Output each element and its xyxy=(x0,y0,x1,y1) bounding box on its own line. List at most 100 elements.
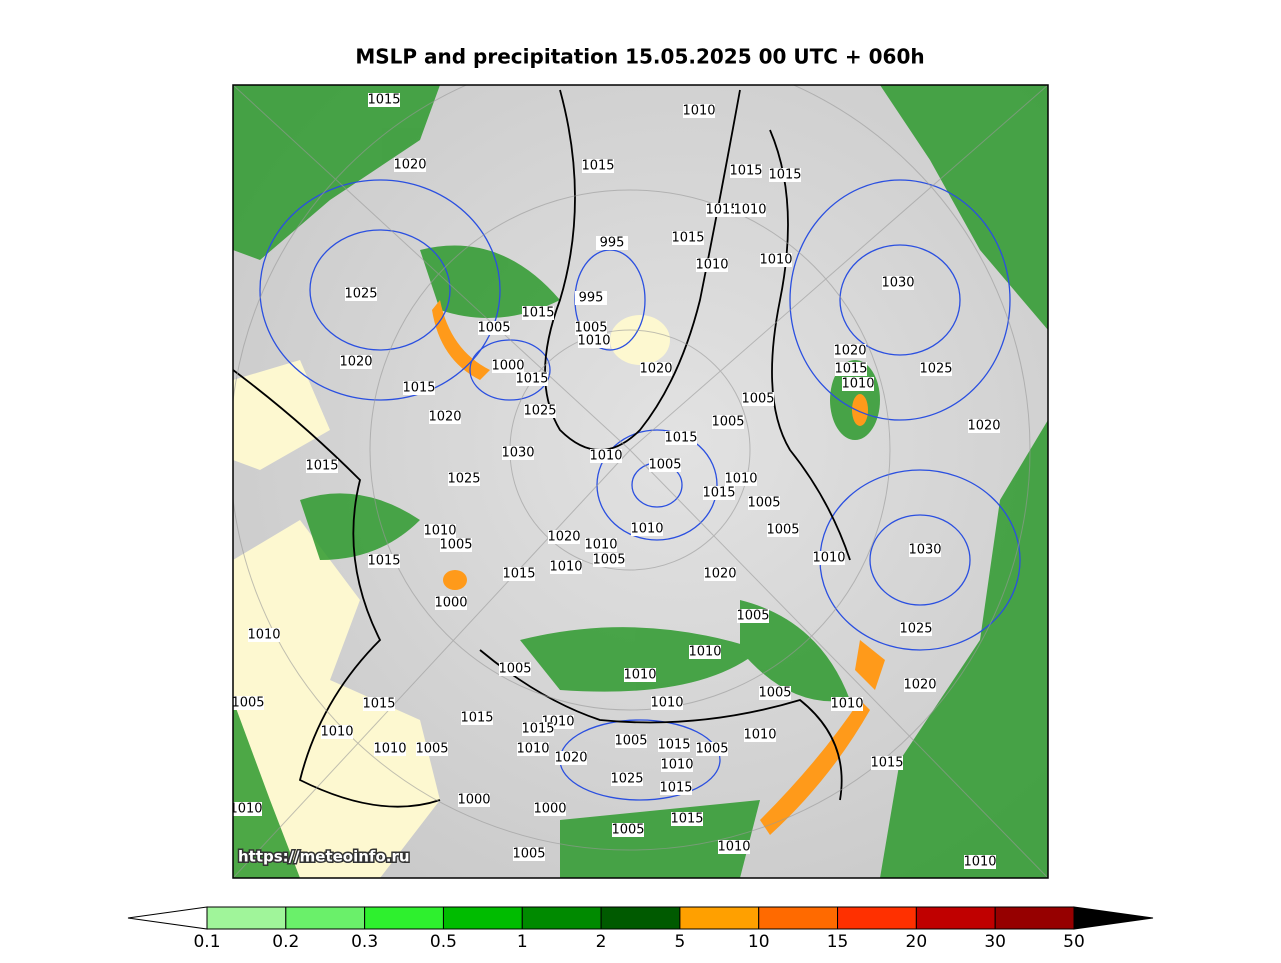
isobar-label: 1025 xyxy=(447,472,480,487)
isobar-label: 1005 xyxy=(498,662,531,677)
isobar-label: 1010 xyxy=(841,377,874,392)
colorbar-under xyxy=(127,906,208,930)
isobar-label-bg xyxy=(651,696,683,710)
isobar-label-bg xyxy=(534,802,566,816)
isobar-label: 1025 xyxy=(919,362,952,377)
isobar-label-bg xyxy=(448,472,480,486)
isobar-label: 1030 xyxy=(908,543,941,558)
isobar-label: 1015 xyxy=(768,168,801,183)
isobar-label-bg xyxy=(233,802,262,816)
colorbar-segment xyxy=(364,906,444,930)
isobar-label-bg xyxy=(649,458,681,472)
colorbar-over xyxy=(1073,906,1154,930)
isobar-label-bg xyxy=(813,551,845,565)
isobar-label: 1015 xyxy=(305,459,338,474)
colorbar-label: 10 xyxy=(748,932,770,952)
isobar-label-bg xyxy=(730,164,762,178)
isobar-label-bg xyxy=(248,628,280,642)
isobar-label-bg xyxy=(842,377,874,391)
isobar-label: 1010 xyxy=(623,668,656,683)
isobar-label-bg xyxy=(734,203,766,217)
isobar-label-bg xyxy=(615,734,647,748)
isobar-label-bg xyxy=(516,372,548,386)
isobar-label-bg xyxy=(767,523,799,537)
isobar-label-bg xyxy=(578,334,610,348)
isobar-label: 1015 xyxy=(581,159,614,174)
colorbar-segment xyxy=(915,906,996,930)
isobar-label: 1025 xyxy=(610,772,643,787)
isobar-label-bg xyxy=(665,431,697,445)
isobar-label: 1015 xyxy=(671,231,704,246)
isobar-label: 1015 xyxy=(367,93,400,108)
colorbar-segment xyxy=(837,906,917,930)
colorbar-label: 50 xyxy=(1063,932,1085,952)
isobar-label-bg xyxy=(492,359,524,373)
isobar-label-bg xyxy=(440,538,472,552)
isobar-label: 1000 xyxy=(457,793,490,808)
graticule xyxy=(233,85,1048,878)
isobar-label: 1015 xyxy=(515,372,548,387)
isobar-label-bg xyxy=(760,253,792,267)
isobar-label: 1010 xyxy=(759,253,792,268)
isobar-label: 1005 xyxy=(766,523,799,538)
isobar-label: 1010 xyxy=(695,258,728,273)
isobar-label: 1010 xyxy=(549,560,582,575)
colorbar-segment xyxy=(206,906,287,930)
isobar-label-bg xyxy=(403,381,435,395)
isobar-label: 1005 xyxy=(741,392,774,407)
isobar-label-bg xyxy=(368,554,400,568)
isobar-label-bg xyxy=(550,560,582,574)
isobar-label-bg xyxy=(499,662,531,676)
colorbar-label: 15 xyxy=(827,932,849,952)
isobar-label: 1005 xyxy=(695,742,728,757)
isobar-label-bg xyxy=(920,362,952,376)
colorbar-segment xyxy=(758,906,839,930)
isobar-label: 1005 xyxy=(736,609,769,624)
isobar-label: 1010 xyxy=(229,802,262,817)
colorbar-segment xyxy=(679,906,760,930)
isobar-label: 1025 xyxy=(344,287,377,302)
isobar-label: 1015 xyxy=(521,722,554,737)
colorbar-label: 0.1 xyxy=(193,932,220,952)
isobar-label: 1015 xyxy=(367,554,400,569)
isobar-label: 1020 xyxy=(339,355,372,370)
map-frame xyxy=(232,84,1049,879)
isobar-label-bg xyxy=(394,158,426,172)
isobar-label: 1015 xyxy=(659,781,692,796)
isobar-label: 1010 xyxy=(630,522,663,537)
isobar-label-bg xyxy=(661,758,693,772)
isobar-label-bg xyxy=(517,742,549,756)
isobar-label: 1005 xyxy=(711,415,744,430)
isobar-label: 1005 xyxy=(747,496,780,511)
colorbar-segment xyxy=(442,906,523,930)
isobar-label-bg xyxy=(503,567,535,581)
isobar-label-bg xyxy=(703,486,735,500)
isobar-label-bg xyxy=(593,553,625,567)
isobar-label: 1015 xyxy=(705,203,738,218)
colorbar: 0.1 0.2 0.3 0.5 1 2 5 10 15 20 30 50 xyxy=(127,906,1154,952)
isobar-label-bg xyxy=(575,321,607,335)
isobar-label-bg xyxy=(612,823,644,837)
isobar-label-bg xyxy=(909,543,941,557)
isobar-label-bg xyxy=(429,410,461,424)
isobar-label-bg xyxy=(640,362,672,376)
colorbar-segment xyxy=(994,906,1075,930)
isobar-label-bg xyxy=(555,751,587,765)
isobar-label: 1000 xyxy=(491,359,524,374)
isobar-label: 1010 xyxy=(650,696,683,711)
isobar-label-bg xyxy=(696,258,728,272)
heavy-precip xyxy=(432,300,885,835)
isobar-label-bg xyxy=(340,355,372,369)
isobar-label: 995 xyxy=(600,236,625,251)
isobar-label: 1010 xyxy=(660,758,693,773)
isobar-label-bg xyxy=(424,524,456,538)
isobar-label-bg xyxy=(416,742,448,756)
isobar-label: 1015 xyxy=(657,738,690,753)
isobar-label: 1030 xyxy=(501,446,534,461)
isobar-label: 1020 xyxy=(393,158,426,173)
land-dry xyxy=(233,315,670,878)
isobar-label: 1015 xyxy=(402,381,435,396)
title: MSLP and precipitation 15.05.2025 00 UTC… xyxy=(355,45,924,69)
isobar-label: 1015 xyxy=(702,486,735,501)
